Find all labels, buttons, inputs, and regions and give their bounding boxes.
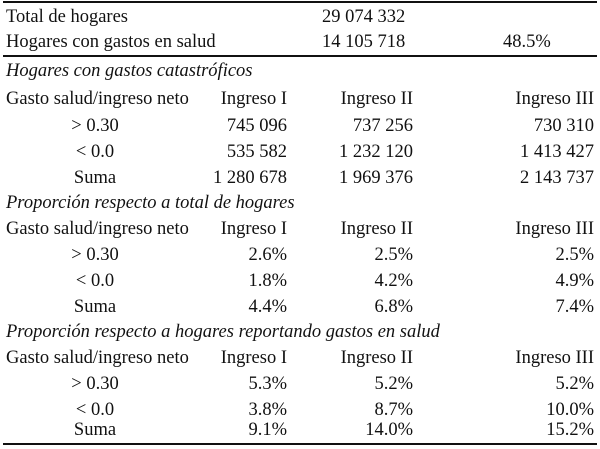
table-bottom-rule: [3, 443, 597, 445]
section-title: Hogares con gastos catastróficos: [6, 61, 253, 81]
row-stub: Suma: [73, 420, 117, 440]
row-stub: < 0.0: [75, 142, 115, 162]
cell-ingreso-3: 730 310: [533, 116, 594, 136]
cell-ingreso-1: 535 582: [226, 142, 287, 162]
row-stub: < 0.0: [75, 400, 115, 420]
column-header-stub: Gasto salud/ingreso neto: [6, 348, 189, 368]
column-header-row: Gasto salud/ingreso neto Ingreso I Ingre…: [0, 217, 600, 242]
cell-ingreso-2: 1 969 376: [339, 168, 413, 188]
section-title-row: Proporción respecto a total de hogares: [0, 191, 600, 216]
cell-ingreso-2: 2.5%: [374, 245, 413, 265]
summary-row-total: Total de hogares 29 074 332: [0, 5, 600, 30]
cell-ingreso-3: 1 413 427: [520, 142, 594, 162]
section-title-row: Proporción respecto a hogares reportando…: [0, 320, 600, 345]
cell-ingreso-2: 6.8%: [374, 297, 413, 317]
column-header-row: Gasto salud/ingreso neto Ingreso I Ingre…: [0, 346, 600, 371]
column-header-ingreso-3: Ingreso III: [515, 219, 594, 239]
row-stub: > 0.30: [71, 374, 119, 394]
row-stub: Suma: [73, 168, 117, 188]
row-stub: > 0.30: [71, 245, 119, 265]
cell-ingreso-3: 15.2%: [546, 420, 594, 440]
column-header-stub: Gasto salud/ingreso neto: [6, 219, 189, 239]
table-row: < 0.0 535 582 1 232 120 1 413 427: [0, 140, 600, 165]
section-title: Proporción respecto a hogares reportando…: [6, 322, 440, 342]
cell-ingreso-2: 4.2%: [374, 271, 413, 291]
cell-ingreso-1: 3.8%: [248, 400, 287, 420]
cell-ingreso-2: 5.2%: [374, 374, 413, 394]
column-header-row: Gasto salud/ingreso neto Ingreso I Ingre…: [0, 87, 600, 112]
cell-ingreso-3: 5.2%: [555, 374, 594, 394]
cell-ingreso-1: 5.3%: [248, 374, 287, 394]
table-row: < 0.0 1.8% 4.2% 4.9%: [0, 269, 600, 294]
table-row: > 0.30 745 096 737 256 730 310: [0, 114, 600, 139]
summary-label: Total de hogares: [6, 7, 128, 27]
section-title-row: Hogares con gastos catastróficos: [0, 59, 600, 84]
cell-ingreso-3: 2.5%: [555, 245, 594, 265]
cell-ingreso-1: 745 096: [226, 116, 287, 136]
cell-ingreso-3: 7.4%: [555, 297, 594, 317]
cell-ingreso-3: 2 143 737: [520, 168, 594, 188]
table-row: < 0.0 3.8% 8.7% 10.0%: [0, 398, 600, 423]
cell-ingreso-1: 4.4%: [248, 297, 287, 317]
cell-ingreso-2: 8.7%: [374, 400, 413, 420]
cell-ingreso-1: 1.8%: [248, 271, 287, 291]
row-stub: Suma: [73, 297, 117, 317]
column-header-ingreso-2: Ingreso II: [340, 89, 413, 109]
summary-percent: 48.5%: [503, 32, 551, 52]
column-header-ingreso-1: Ingreso I: [220, 89, 287, 109]
table-row: Suma 4.4% 6.8% 7.4%: [0, 295, 600, 320]
table-row: > 0.30 2.6% 2.5% 2.5%: [0, 243, 600, 268]
column-header-ingreso-3: Ingreso III: [515, 348, 594, 368]
cell-ingreso-2: 14.0%: [365, 420, 413, 440]
cell-ingreso-2: 737 256: [352, 116, 413, 136]
cell-ingreso-1: 9.1%: [248, 420, 287, 440]
row-stub: > 0.30: [71, 116, 119, 136]
column-header-stub: Gasto salud/ingreso neto: [6, 89, 189, 109]
table-row: > 0.30 5.3% 5.2% 5.2%: [0, 372, 600, 397]
cell-ingreso-3: 10.0%: [546, 400, 594, 420]
column-header-ingreso-2: Ingreso II: [340, 219, 413, 239]
column-header-ingreso-3: Ingreso III: [515, 89, 594, 109]
column-header-ingreso-1: Ingreso I: [220, 348, 287, 368]
cell-ingreso-1: 2.6%: [248, 245, 287, 265]
summary-label: Hogares con gastos en salud: [6, 32, 216, 52]
table-row: Suma 1 280 678 1 969 376 2 143 737: [0, 166, 600, 191]
table-top-rule: [3, 1, 597, 3]
summary-row-health: Hogares con gastos en salud 14 105 718 4…: [0, 30, 600, 55]
cell-ingreso-2: 1 232 120: [339, 142, 413, 162]
summary-value: 29 074 332: [322, 7, 406, 27]
summary-value: 14 105 718: [322, 32, 406, 52]
cell-ingreso-3: 4.9%: [555, 271, 594, 291]
cell-ingreso-1: 1 280 678: [213, 168, 287, 188]
column-header-ingreso-1: Ingreso I: [220, 219, 287, 239]
summary-divider: [3, 55, 597, 57]
row-stub: < 0.0: [75, 271, 115, 291]
table-row: Suma 9.1% 14.0% 15.2%: [0, 418, 600, 443]
column-header-ingreso-2: Ingreso II: [340, 348, 413, 368]
section-title: Proporción respecto a total de hogares: [6, 193, 295, 213]
